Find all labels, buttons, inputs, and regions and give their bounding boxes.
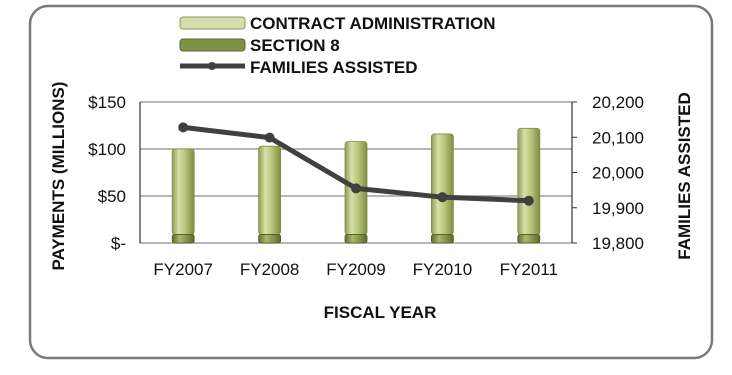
y2-axis-title: FAMILIES ASSISTED — [675, 92, 694, 260]
legend-label-section-8: SECTION 8 — [250, 36, 340, 55]
y-tick-label: $50 — [98, 187, 126, 206]
y-tick-label: $100 — [88, 140, 126, 159]
point-families-assisted — [264, 132, 275, 143]
point-families-assisted — [178, 122, 189, 133]
bar-section-8 — [430, 234, 454, 244]
bar-section-8 — [517, 234, 541, 244]
y-axis-title: PAYMENTS (MILLIONS) — [49, 82, 68, 271]
legend-label-families-assisted: FAMILIES ASSISTED — [250, 58, 418, 77]
y2-tick-label: 20,000 — [592, 164, 644, 183]
y2-tick-label: 19,900 — [592, 199, 644, 218]
y2-tick-label: 19,800 — [592, 234, 644, 253]
point-families-assisted — [437, 192, 448, 203]
legend-swatch-contract-administration — [179, 16, 246, 30]
legend: CONTRACT ADMINISTRATION SECTION 8 FAMILI… — [179, 14, 496, 77]
axes: $- $50 $100 $150 19,800 19,900 20,000 20,100 20,… — [88, 93, 644, 279]
bar-contract-administration — [258, 145, 282, 235]
y2-tick-label: 20,100 — [592, 128, 644, 147]
bar-section-8 — [258, 234, 282, 244]
families-line — [178, 122, 534, 206]
point-families-assisted — [351, 183, 361, 194]
y-tick-label: $- — [111, 234, 126, 253]
y2-tick-label: 20,200 — [592, 93, 644, 112]
legend-swatch-section-8 — [179, 38, 246, 52]
bar-contract-administration — [517, 127, 541, 235]
x-axis-title: FISCAL YEAR — [324, 303, 437, 322]
bar-section-8 — [344, 234, 368, 244]
x-tick-label: FY2010 — [413, 260, 473, 279]
point-families-assisted — [523, 195, 534, 206]
legend-marker-families-assisted — [208, 62, 216, 70]
x-tick-label: FY2008 — [240, 260, 300, 279]
x-tick-label: FY2011 — [500, 260, 558, 279]
x-tick-label: FY2009 — [326, 260, 386, 279]
bar-section-8 — [171, 234, 195, 244]
bar-contract-administration — [171, 148, 195, 235]
bar-contract-administration — [430, 133, 454, 235]
legend-label-contract-administration: CONTRACT ADMINISTRATION — [250, 14, 496, 33]
y-tick-label: $150 — [88, 93, 126, 112]
x-tick-label: FY2007 — [153, 260, 213, 279]
